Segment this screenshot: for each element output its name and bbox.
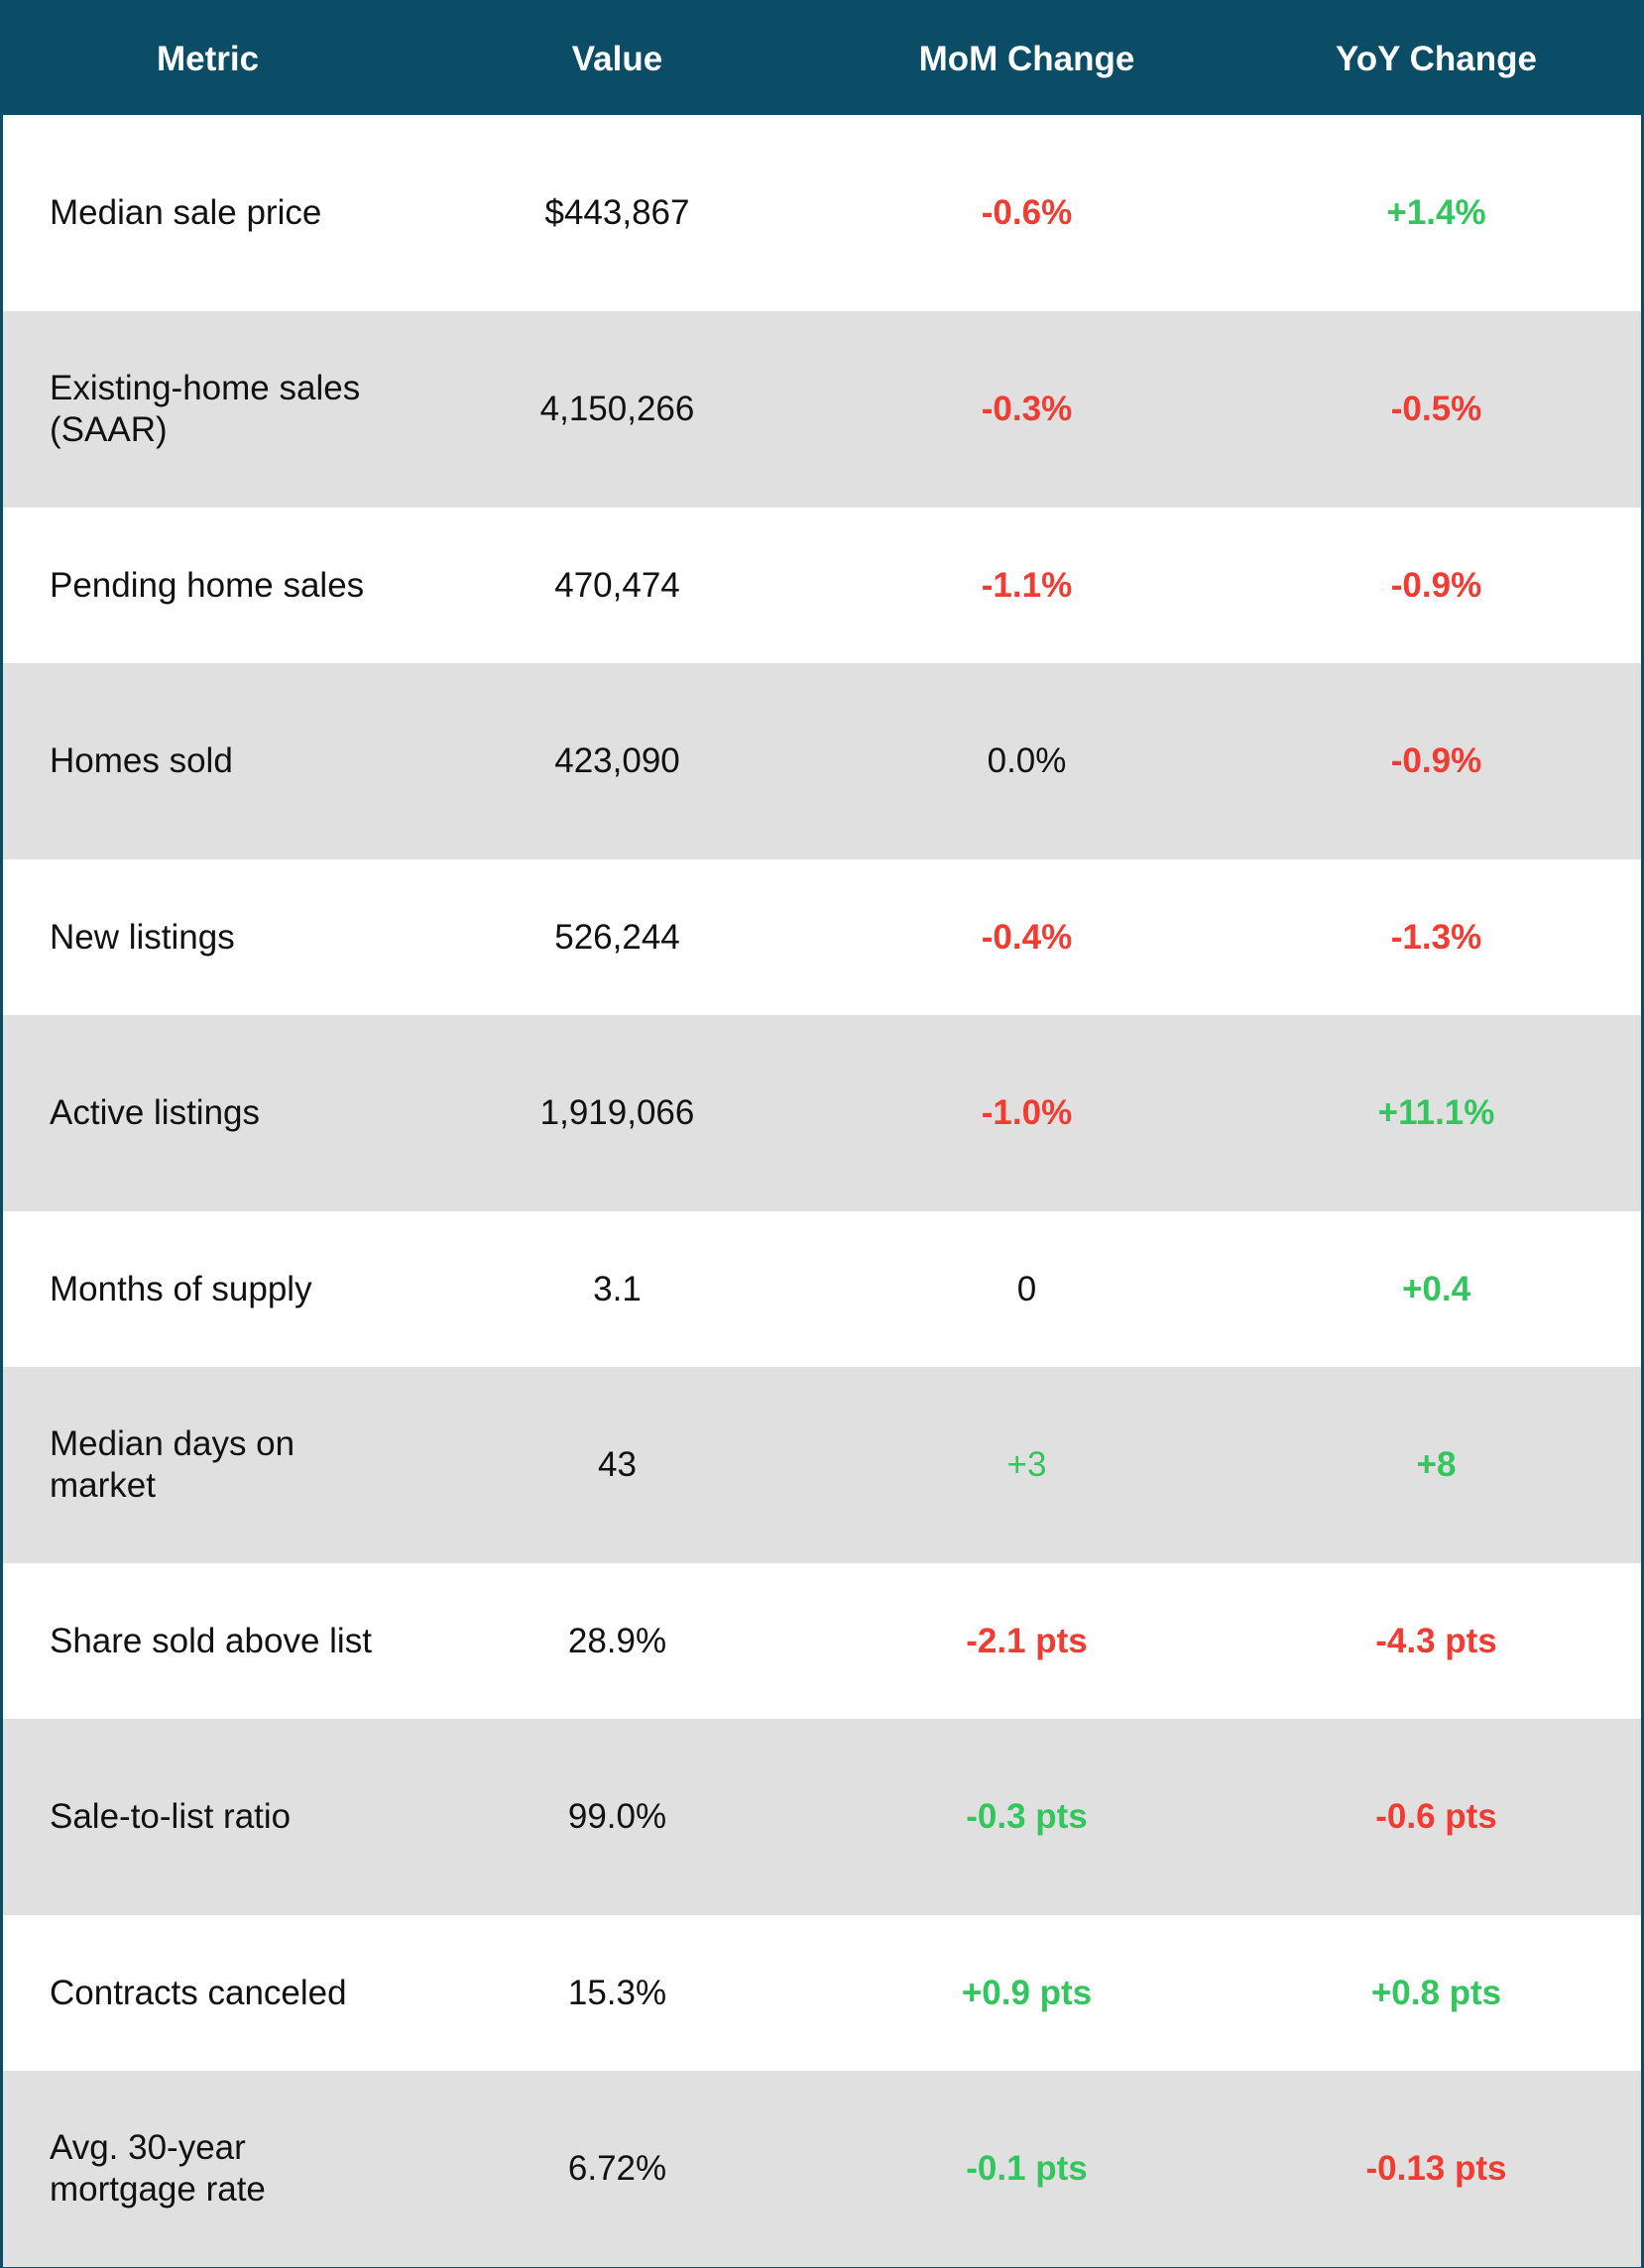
table-body: Median sale price $443,867 -0.6% +1.4% Exist… xyxy=(3,115,1641,2267)
yoy-change-cell: +11.1% xyxy=(1377,1093,1495,1132)
metric-cell: Contracts canceled xyxy=(3,1915,412,2071)
table-row: Share sold above list 28.9% -2.1 pts -4.3 p… xyxy=(3,1563,1641,1719)
value-cell: 6.72% xyxy=(567,2149,667,2188)
yoy-change-cell: -1.3% xyxy=(1390,917,1482,957)
metric-cell: Months of supply xyxy=(3,1211,412,1367)
yoy-change-cell: +0.4 xyxy=(1401,1269,1471,1308)
metric-cell: Sale-to-list ratio xyxy=(3,1719,412,1915)
mom-change-cell: -1.1% xyxy=(981,565,1073,605)
table-row: Median sale price $443,867 -0.6% +1.4% xyxy=(3,115,1641,311)
mom-change-cell: +3 xyxy=(1006,1445,1047,1484)
table-header: Metric Value MoM Change YoY Change xyxy=(3,3,1641,115)
value-cell: 3.1 xyxy=(593,1269,642,1308)
table-row: Active listings 1,919,066 -1.0% +11.1% xyxy=(3,1015,1641,1211)
value-cell: 1,919,066 xyxy=(539,1093,695,1132)
metric-label: Pending home sales xyxy=(50,565,365,605)
mom-change-cell: +0.9 pts xyxy=(961,1973,1093,2012)
mom-change-cell: -0.1 pts xyxy=(966,2149,1088,2188)
yoy-change-cell: +8 xyxy=(1416,1445,1457,1484)
mom-change-cell: -2.1 pts xyxy=(966,1621,1088,1660)
yoy-change-cell: +0.8 pts xyxy=(1370,1973,1502,2012)
metric-label: New listings xyxy=(50,917,235,957)
header-row: Metric Value MoM Change YoY Change xyxy=(3,3,1641,115)
yoy-change-cell: -0.9% xyxy=(1390,565,1482,605)
metric-cell: Avg. 30-year mortgage rate xyxy=(3,2071,412,2267)
table-row: Avg. 30-year mortgage rate 6.72% -0.1 pts -… xyxy=(3,2071,1641,2267)
value-cell: 99.0% xyxy=(567,1797,667,1836)
table-row: Contracts canceled 15.3% +0.9 pts +0.8 pts xyxy=(3,1915,1641,2071)
mom-change-cell: 0.0% xyxy=(987,741,1067,780)
value-cell: $443,867 xyxy=(544,193,690,232)
metric-label: Avg. 30-year mortgage rate xyxy=(50,2128,266,2209)
metric-label: Median days on market xyxy=(50,1424,295,1505)
value-cell: 470,474 xyxy=(554,565,680,605)
metric-cell: Median days on market xyxy=(3,1367,412,1563)
metric-label: Share sold above list xyxy=(50,1621,372,1660)
yoy-change-cell: +1.4% xyxy=(1386,193,1486,232)
mom-change-cell: -0.6% xyxy=(981,193,1073,232)
metric-label: Homes sold xyxy=(50,741,233,780)
metric-cell: Homes sold xyxy=(3,663,412,859)
table-row: Sale-to-list ratio 99.0% -0.3 pts -0.6 pts xyxy=(3,1719,1641,1915)
mom-change-cell: -0.4% xyxy=(981,917,1073,957)
metric-label: Months of supply xyxy=(50,1269,312,1308)
column-header-metric: Metric xyxy=(156,39,260,78)
metric-cell: New listings xyxy=(3,859,412,1015)
yoy-change-cell: -0.9% xyxy=(1390,741,1482,780)
table-row: Pending home sales 470,474 -1.1% -0.9% xyxy=(3,508,1641,663)
value-cell: 4,150,266 xyxy=(539,390,695,428)
metric-label: Existing-home sales (SAAR) xyxy=(50,369,361,449)
yoy-change-cell: -4.3 pts xyxy=(1375,1621,1497,1660)
metric-cell: Pending home sales xyxy=(3,508,412,663)
metric-label: Sale-to-list ratio xyxy=(50,1797,292,1836)
table-row: Existing-home sales (SAAR) 4,150,266 -0.3%… xyxy=(3,311,1641,508)
metric-cell: Share sold above list xyxy=(3,1563,412,1719)
value-cell: 15.3% xyxy=(567,1973,667,2012)
value-cell: 526,244 xyxy=(554,917,680,957)
column-header-mom-change: MoM Change xyxy=(918,39,1135,78)
metric-label: Contracts canceled xyxy=(50,1973,347,2012)
mom-change-cell: -1.0% xyxy=(981,1093,1073,1132)
value-cell: 28.9% xyxy=(567,1621,667,1660)
metric-label: Median sale price xyxy=(50,193,322,232)
table-row: New listings 526,244 -0.4% -1.3% xyxy=(3,859,1641,1015)
value-cell: 43 xyxy=(598,1445,637,1484)
mom-change-cell: -0.3 pts xyxy=(966,1797,1088,1836)
metric-cell: Existing-home sales (SAAR) xyxy=(3,311,412,508)
metric-cell: Active listings xyxy=(3,1015,412,1211)
metrics-table: Metric Value MoM Change YoY Change Media… xyxy=(3,3,1641,2267)
table-row: Median days on market 43 +3 +8 xyxy=(3,1367,1641,1563)
table-row: Months of supply 3.1 0 +0.4 xyxy=(3,1211,1641,1367)
yoy-change-cell: -0.6 pts xyxy=(1375,1797,1497,1836)
metric-cell: Median sale price xyxy=(3,115,412,311)
yoy-change-cell: -0.5% xyxy=(1390,390,1482,428)
value-cell: 423,090 xyxy=(554,741,680,780)
mom-change-cell: -0.3% xyxy=(981,390,1073,428)
table-row: Homes sold 423,090 0.0% -0.9% xyxy=(3,663,1641,859)
metric-label: Active listings xyxy=(50,1093,261,1132)
column-header-value: Value xyxy=(571,39,663,78)
yoy-change-cell: -0.13 pts xyxy=(1365,2149,1507,2188)
mom-change-cell: 0 xyxy=(1016,1269,1037,1308)
column-header-yoy-change: YoY Change xyxy=(1336,39,1537,78)
